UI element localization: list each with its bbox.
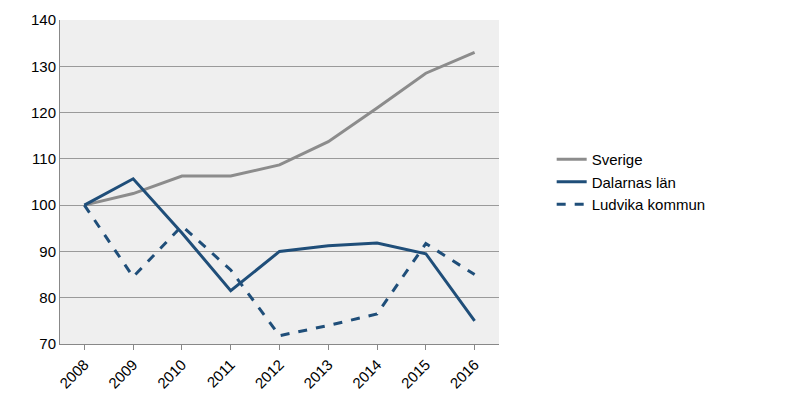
svg-text:Dalarnas län: Dalarnas län: [592, 174, 676, 191]
svg-text:140: 140: [31, 11, 56, 28]
svg-text:2011: 2011: [203, 356, 238, 391]
svg-text:2012: 2012: [251, 356, 287, 392]
svg-text:2009: 2009: [105, 356, 141, 392]
svg-text:120: 120: [31, 104, 56, 121]
svg-text:Sverige: Sverige: [592, 151, 643, 168]
svg-text:2016: 2016: [446, 356, 482, 392]
svg-text:2014: 2014: [349, 356, 385, 392]
svg-text:100: 100: [31, 196, 56, 213]
svg-text:130: 130: [31, 58, 56, 75]
svg-text:2013: 2013: [300, 356, 336, 392]
svg-text:70: 70: [39, 335, 56, 352]
svg-text:110: 110: [32, 150, 56, 167]
svg-text:2008: 2008: [56, 356, 92, 392]
svg-text:2015: 2015: [398, 356, 434, 392]
svg-text:Ludvika kommun: Ludvika kommun: [592, 196, 705, 213]
svg-text:90: 90: [39, 243, 56, 260]
svg-text:2010: 2010: [154, 356, 190, 392]
svg-text:80: 80: [39, 289, 56, 306]
